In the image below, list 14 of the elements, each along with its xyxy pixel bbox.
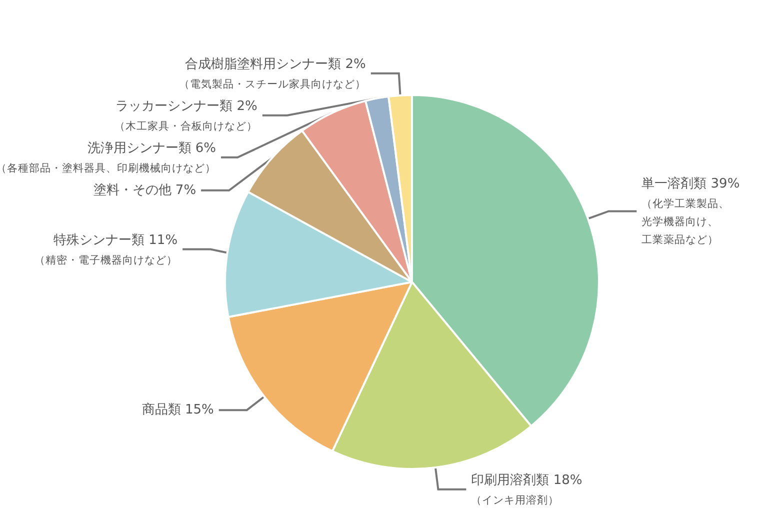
slice-label: 単一溶剤類 39% xyxy=(642,176,740,192)
slice-label: 合成樹脂塗料用シンナー類 2% xyxy=(185,56,366,72)
slice-label: 商品類 15% xyxy=(142,402,214,418)
text: （化学工業製品、光学機器向け、工業薬品など） xyxy=(642,198,730,246)
slice-label: 塗料・その他 7% xyxy=(93,182,196,198)
text: （精密・電子機器向けなど） xyxy=(34,254,178,266)
slice-label: 特殊シンナー類 11% xyxy=(54,232,178,248)
text: （各種部品・塗料器具、印刷機械向けなど） xyxy=(0,162,216,174)
slice-label: 印刷用溶剤類 18% xyxy=(471,472,582,488)
text: （電気製品・スチール家具向けなど） xyxy=(178,78,366,90)
text: （インキ用溶剤） xyxy=(471,494,560,506)
slice-label: 洗浄用シンナー類 6% xyxy=(87,140,216,156)
text: （木工家具・合板向けなど） xyxy=(114,120,258,132)
slice-label: ラッカーシンナー類 2% xyxy=(116,98,258,114)
